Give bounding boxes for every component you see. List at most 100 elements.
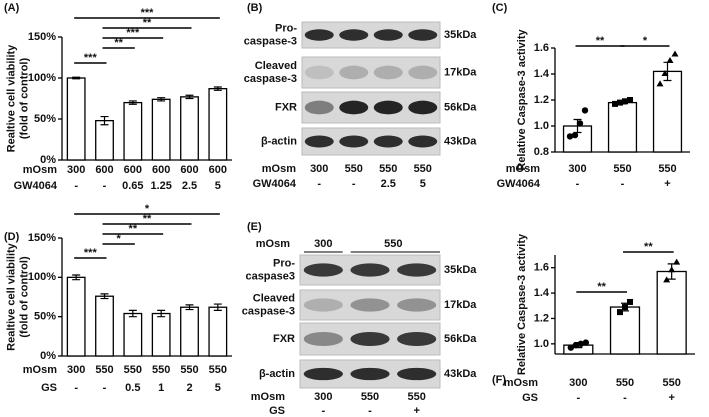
row-label: GW4064 [253,178,297,190]
blot-band [373,65,403,80]
blot-band [339,65,369,80]
lane-label: - [352,178,356,190]
y-tick-label: 50% [34,311,56,323]
error-bar [213,86,222,91]
bar [95,119,114,161]
significance-label: ** [143,213,152,225]
blot-band [397,367,437,381]
error-bar [100,115,109,126]
blot-band [408,29,438,41]
x-tick-label: 550 [180,364,198,376]
treatment-label: 1.25 [150,180,171,192]
data-point [661,70,669,76]
blot-row-label: caspase-3 [242,305,295,317]
y-tick-label: 1.2 [534,312,549,324]
lane-label: + [413,405,419,417]
lane-label: - [368,405,372,417]
data-point [671,50,679,57]
blot-band [350,367,390,381]
bar [180,306,199,357]
y-tick-label: 1.4 [534,68,550,80]
row-label: GW4064 [14,180,58,192]
bar [66,276,86,357]
panel-label: (F) [492,374,506,386]
error-bar [100,293,109,300]
panel-label: (D) [4,231,20,243]
data-point [656,80,664,87]
blot-band [303,298,343,312]
x-tick-label: 550 [152,364,170,376]
y-axis-label: Realtive cell viability [5,242,17,350]
y-tick-label: 0.8 [534,146,549,158]
bar [208,88,228,161]
y-tick-label: 150% [28,232,56,244]
blot-band [350,263,390,277]
blot-size-label: 17kDa [444,299,477,311]
treatment-label: - [621,178,625,190]
panel-label: (E) [247,221,262,233]
y-axis-label: (fold of control) [18,58,30,140]
y-axis-label: Realtive cell viability [5,44,17,152]
bar [95,295,114,357]
significance-label: ** [143,17,152,29]
lane-label: 5 [420,178,426,190]
bar [208,306,228,357]
data-point [566,133,574,140]
blot-size-label: 43kDa [444,368,477,380]
row-label: mOsm [23,164,57,176]
bar [180,96,199,161]
data-point [666,57,674,63]
header-label: mOsm [256,238,290,250]
data-point [622,98,628,105]
significance-label: ** [129,223,138,235]
x-tick-label: 550 [613,163,631,175]
significance-label: ** [114,37,123,49]
lane-label: 550 [361,391,379,403]
panel-label: (B) [247,2,263,14]
data-point [572,341,580,349]
data-point [622,304,628,311]
data-point [577,340,585,348]
x-tick-label: 600 [180,164,198,176]
data-point [673,258,681,265]
error-bar [128,100,137,105]
blot-band [304,100,334,115]
lane-label: 550 [414,163,432,175]
blot-band [339,29,369,41]
treatment-label: 2.5 [182,180,197,192]
data-point [663,276,671,283]
treatment-label: 0.5 [125,382,140,394]
treatment-label: 2 [186,382,192,394]
lane-label: 2.5 [381,178,396,190]
significance-label: *** [84,52,98,64]
row-label: mOsm [23,364,57,376]
treatment-label: 5 [215,382,221,394]
data-point [612,100,618,107]
lane-label: 550 [379,163,397,175]
blot-band [304,135,334,148]
y-tick-label: 1.6 [534,42,549,54]
blot-row-label: Pro- [273,257,295,269]
x-tick-label: 550 [95,364,113,376]
x-tick-label: 600 [124,164,142,176]
blot-size-label: 56kDa [444,101,477,113]
bar [123,312,143,357]
row-label: mOsm [506,163,540,175]
blot-size-label: 35kDa [444,29,477,41]
row-label: GS [522,392,538,404]
treatment-label: + [668,392,674,404]
bar [151,312,171,357]
significance-label: *** [84,247,98,259]
y-tick-label: 150% [28,31,56,43]
x-tick-label: 550 [124,364,142,376]
error-bar [185,304,194,311]
bar [66,77,86,161]
blot-band [304,29,334,41]
blot-strip [299,289,441,321]
treatment-label: - [103,180,107,192]
x-tick-label: 600 [95,164,113,176]
x-tick-label: 300 [568,163,586,175]
lane-label: 550 [407,391,425,403]
y-tick-label: 1.0 [534,338,549,350]
y-tick-label: 0% [40,154,56,166]
